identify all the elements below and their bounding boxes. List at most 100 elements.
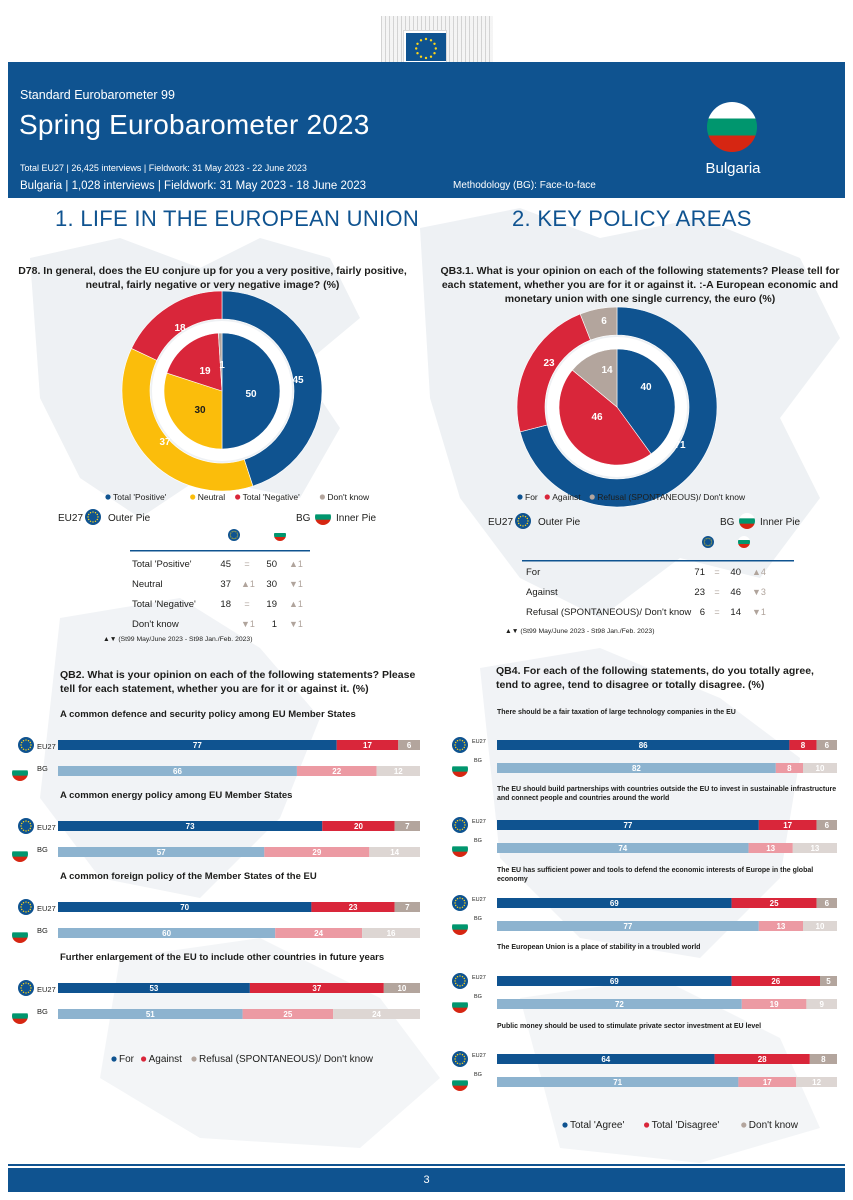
qb2-legend-dot bbox=[191, 1056, 197, 1062]
qb4-eu27-icon-star bbox=[463, 1055, 466, 1058]
qb2-eu27-icon-star bbox=[20, 906, 22, 908]
qb2-eu27-icon-star bbox=[29, 746, 32, 749]
qb4-eu27-icon-star bbox=[464, 824, 466, 826]
qb4-bg-bar-segment-label: 19 bbox=[770, 1000, 779, 1009]
qb4-eu27-bar-segment bbox=[820, 976, 837, 986]
qb2-eu27-icon-star bbox=[29, 989, 32, 992]
eu-fieldwork-line: Total EU27 | 26,425 interviews | Fieldwo… bbox=[20, 163, 307, 173]
qb4-eu27-icon-star bbox=[456, 897, 459, 900]
qb31-donut-outer-label: 23 bbox=[543, 358, 555, 369]
qb2-eu27-icon-star bbox=[25, 992, 27, 994]
qb2-bg-flag-icon-stripe bbox=[12, 851, 28, 858]
d78-donut-inner-label: 30 bbox=[194, 405, 206, 416]
qb2-eu27-icon-star bbox=[22, 982, 25, 985]
qb2-statement-title: A common energy policy among EU Member S… bbox=[60, 790, 292, 801]
qb2-eu27-bar-segment bbox=[249, 983, 384, 993]
qb4-eu27-icon-star bbox=[456, 739, 459, 742]
qb2-eu27-icon-star bbox=[20, 908, 23, 911]
qb4-eu27-bar-segment bbox=[789, 740, 817, 750]
qb2-eu27-bar-segment bbox=[394, 821, 420, 831]
d78-eu27-icon-star bbox=[87, 518, 90, 521]
qb2-bg-bar-segment-label: 29 bbox=[312, 848, 321, 857]
qb2-eu27-icon-star bbox=[22, 748, 25, 751]
qb2-eu27-bar-segment-label: 20 bbox=[354, 822, 363, 831]
qb2-eu27-icon-star bbox=[20, 744, 22, 746]
d78-col-eu-icon-star bbox=[231, 537, 233, 539]
question-qb31: QB3.1. What is your opinion on each of t… bbox=[440, 265, 840, 305]
country-name: Bulgaria bbox=[705, 160, 761, 177]
qb2-eu27-icon-star bbox=[29, 984, 32, 987]
qb4-eu27-bar-segment bbox=[809, 1054, 837, 1064]
qb4-eu27-icon-star bbox=[461, 828, 464, 831]
qb31-col-eu-icon-star bbox=[707, 537, 709, 539]
qb4-eu27-bar-segment bbox=[497, 898, 732, 908]
qb4-eu27-icon-star bbox=[461, 1053, 464, 1056]
qb31-eu27-icon-star bbox=[526, 522, 529, 525]
qb2-bg-flag-icon-stripe bbox=[12, 937, 28, 943]
qb2-eu27-icon-star bbox=[27, 829, 30, 832]
d78-col-bg-icon bbox=[274, 529, 286, 541]
question-d78: D78. In general, does the EU conjure up … bbox=[18, 265, 407, 291]
d78-eu27-icon-star bbox=[96, 518, 99, 521]
qb4-bg-flag-icon-stripe bbox=[452, 1002, 468, 1009]
qb4-eu27-bar-segment bbox=[731, 898, 817, 908]
d78-col-eu-icon-star bbox=[233, 538, 235, 540]
d78-bg-label: BG bbox=[296, 513, 311, 524]
qb2-eu27-icon-star bbox=[30, 987, 32, 989]
d78-eu27-icon-star bbox=[87, 513, 90, 516]
qb4-eu27-icon-star bbox=[454, 741, 457, 744]
d78-row-bg-trend: ▲1 bbox=[289, 599, 303, 609]
qb2-bg-flag-icon bbox=[12, 765, 28, 781]
qb31-legend-label: Refusal (SPONTANEOUS)/ Don't know bbox=[597, 492, 746, 502]
section-title-key-policy: 2. KEY POLICY AREAS bbox=[512, 206, 752, 231]
qb2-eu27-bar-segment bbox=[58, 740, 337, 750]
d78-row-bg-trend: ▼1 bbox=[289, 579, 303, 589]
qb2-statement-title: A common foreign policy of the Member St… bbox=[60, 871, 317, 882]
d78-outer-pie-label: Outer Pie bbox=[108, 513, 151, 524]
qb4-eu27-bar-segment bbox=[816, 820, 837, 830]
qb4-eu27-icon-star bbox=[461, 819, 464, 822]
qb2-bg-bar-segment bbox=[242, 1009, 334, 1019]
qb4-eu27-icon bbox=[452, 737, 468, 753]
qb31-legend-dot bbox=[544, 494, 550, 500]
qb2-bg-bar-segment-label: 66 bbox=[173, 767, 182, 776]
qb2-eu27-bar-segment-label: 23 bbox=[349, 903, 358, 912]
qb31-col-eu-icon-star bbox=[709, 544, 711, 546]
qb4-eu27-icon-star bbox=[461, 897, 464, 900]
qb2-eu27-bar-segment-label: 6 bbox=[407, 741, 412, 750]
d78-row-eu-trend: ▼1 bbox=[241, 619, 255, 629]
qb2-eu27-icon-star bbox=[27, 739, 30, 742]
qb4-bg-bar-segment bbox=[741, 999, 807, 1009]
qb4-bg-bar-segment-label: 9 bbox=[819, 1000, 824, 1009]
qb4-eu27-icon bbox=[452, 895, 468, 911]
d78-row-sign: = bbox=[244, 559, 249, 569]
qb4-eu27-icon-star bbox=[454, 826, 457, 829]
d78-legend-dot bbox=[319, 494, 325, 500]
qb31-row-bg-trend: ▼3 bbox=[752, 587, 766, 597]
qb31-col-eu-icon-star bbox=[705, 544, 707, 546]
d78-eu27-label: EU27 bbox=[58, 513, 83, 524]
qb4-eu27-icon-star bbox=[456, 819, 459, 822]
d78-donut-outer-slice bbox=[221, 290, 323, 487]
qb4-eu27-icon-star bbox=[459, 985, 461, 987]
qb4-bg-bar-segment bbox=[758, 921, 803, 931]
qb4-bg-bar-segment bbox=[497, 843, 749, 853]
qb4-bg-flag-icon-stripe bbox=[452, 1075, 468, 1081]
qb2-bg-bar-segment bbox=[58, 1009, 243, 1019]
qb2-bg-bar-segment bbox=[376, 766, 420, 776]
qb31-col-eu-icon bbox=[702, 536, 714, 548]
qb2-statement-title: Further enlargement of the EU to include… bbox=[60, 952, 384, 963]
qb2-bg-bar-segment bbox=[362, 928, 420, 938]
page-footer: 3 bbox=[8, 1168, 845, 1192]
qb4-eu27-bar-segment bbox=[497, 740, 790, 750]
qb2-bg-flag-icon bbox=[12, 846, 28, 862]
qb31-inner-pie-label: Inner Pie bbox=[760, 517, 800, 528]
qb4-bg-flag-icon-stripe bbox=[452, 771, 468, 777]
qb31-row-label: For bbox=[526, 567, 540, 578]
qb2-bg-bar-segment-label: 14 bbox=[390, 848, 399, 857]
qb2-bg-flag-icon-stripe bbox=[12, 775, 28, 781]
d78-col-eu-icon-star bbox=[233, 530, 235, 532]
qb4-bg-bar-segment-label: 10 bbox=[816, 764, 825, 773]
qb2-legend-label: Refusal (SPONTANEOUS)/ Don't know bbox=[199, 1054, 374, 1065]
